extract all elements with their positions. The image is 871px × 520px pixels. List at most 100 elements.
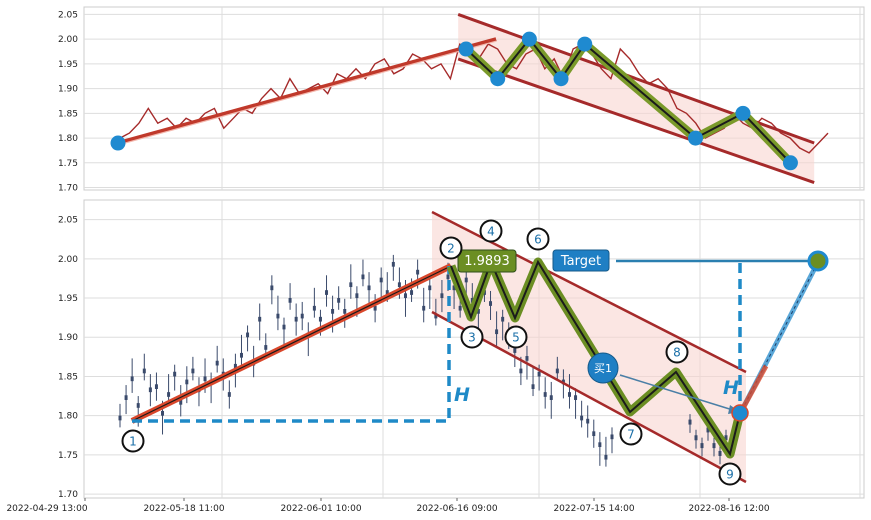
bottom-ytick-label: 2.05 [58, 216, 78, 226]
price-box-label: 1.9893 [464, 254, 510, 269]
pattern-point-marker [665, 340, 689, 364]
top-pattern-point [521, 31, 537, 47]
candle-body [519, 368, 523, 374]
candle-body [391, 261, 395, 267]
candle-body [270, 285, 274, 291]
candle-body [446, 274, 450, 280]
candle-body [501, 316, 505, 322]
candle-body [574, 395, 578, 400]
candle-body [410, 290, 414, 295]
candle-body [337, 298, 341, 303]
candle-body [567, 392, 571, 397]
bottom-pattern-line [450, 259, 741, 457]
candle-body [258, 316, 262, 322]
candle-body [440, 293, 444, 299]
candle-body [142, 368, 146, 374]
x-tick-label: 2022-07-15 14:00 [553, 504, 634, 514]
candle-body [598, 442, 602, 448]
candle-body [428, 285, 432, 291]
candle-body [239, 352, 243, 358]
top-ytick-label: 2.00 [58, 35, 78, 45]
candle-body [349, 282, 353, 288]
candle-body [288, 298, 292, 303]
top-pattern-line [465, 37, 792, 164]
top-panel: 2.05 2.00 1.95 1.90 1.85 1.80 1.75 1.70 [58, 6, 865, 194]
candle-body [555, 368, 559, 374]
candle-body [700, 443, 704, 449]
pattern-point-marker [460, 325, 484, 349]
candle-body [489, 301, 493, 306]
candle-body [355, 293, 359, 299]
bottom-panel: 2.05 2.00 1.95 1.90 1.85 1.80 1.75 1.70 H H 1.9893… [58, 199, 865, 500]
bottom-uptrend-inner [131, 265, 452, 422]
candle-body [191, 368, 195, 374]
candle-body [712, 443, 716, 449]
top-ytick-label: 1.85 [58, 109, 78, 119]
candle-body [416, 269, 420, 275]
candle-body [331, 309, 335, 314]
pattern-point-label: 6 [534, 233, 542, 247]
candle-body [130, 376, 134, 382]
candle-body [233, 363, 237, 369]
x-tick-label: 2022-08-16 12:00 [688, 504, 769, 514]
top-ytick-label: 1.75 [58, 159, 78, 169]
candle-body [604, 454, 608, 460]
x-tick-label: 2022-05-18 11:00 [143, 504, 224, 514]
candle-body [379, 277, 383, 283]
candle-body [694, 435, 698, 441]
candle-body [167, 392, 171, 397]
candle-body [136, 403, 140, 408]
bottom-ytick-label: 2.00 [58, 255, 78, 265]
bottom-channel-lower [431, 310, 747, 484]
candle-body [385, 290, 389, 295]
candle-body [161, 410, 165, 416]
top-ytick-label: 1.70 [58, 184, 78, 194]
bottom-ytick-label: 1.80 [58, 412, 78, 422]
x-axis: 2022-04-29 13:00 2022-05-18 11:00 2022-06-… [6, 498, 770, 514]
candle-body [148, 387, 152, 393]
top-pattern-point [458, 41, 474, 57]
candle-body [452, 285, 456, 291]
candle-body [592, 431, 596, 437]
candle-body [422, 305, 426, 311]
candle-body [397, 282, 401, 288]
candle-body [543, 392, 547, 397]
candle-body [361, 274, 365, 280]
candle-body [458, 305, 462, 311]
top-pattern-point [782, 155, 798, 171]
buy-marker [587, 352, 619, 384]
pattern-point-marker [121, 429, 145, 453]
pattern-point-label: 7 [627, 428, 635, 442]
candle-body [154, 384, 158, 389]
height-label-right: H [723, 377, 739, 399]
pattern-point-label: 4 [487, 225, 495, 239]
target-box [552, 249, 610, 272]
candle-body [118, 415, 122, 421]
candle-body [246, 332, 250, 338]
top-ytick-label: 1.90 [58, 85, 78, 95]
buy-arrow-line [619, 374, 737, 412]
pattern-point-marker [526, 227, 550, 251]
projection-arrow-inner [741, 261, 819, 411]
candle-body [325, 290, 329, 295]
pattern-point-marker [504, 325, 528, 349]
candle-body [537, 371, 541, 377]
candle-body [276, 313, 280, 319]
bottom-ytick-label: 1.95 [58, 294, 78, 304]
candle-body [203, 376, 207, 382]
candle-body [724, 435, 728, 441]
top-pattern-point [490, 71, 506, 87]
x-tick-label: 2022-06-16 09:00 [416, 504, 497, 514]
pattern-point-label: 2 [447, 242, 455, 256]
candle-body [185, 379, 189, 385]
top-pattern-point [110, 135, 126, 151]
candle-body [300, 313, 304, 319]
x-tick-label: 2022-04-29 13:00 [6, 504, 87, 514]
height-label-left: H [454, 384, 470, 406]
candle-body [312, 305, 316, 311]
candle-body [264, 345, 268, 350]
top-pattern-point [553, 71, 569, 87]
pattern-point-label: 8 [673, 346, 681, 360]
candle-body [403, 293, 407, 299]
candle-body [525, 356, 529, 361]
